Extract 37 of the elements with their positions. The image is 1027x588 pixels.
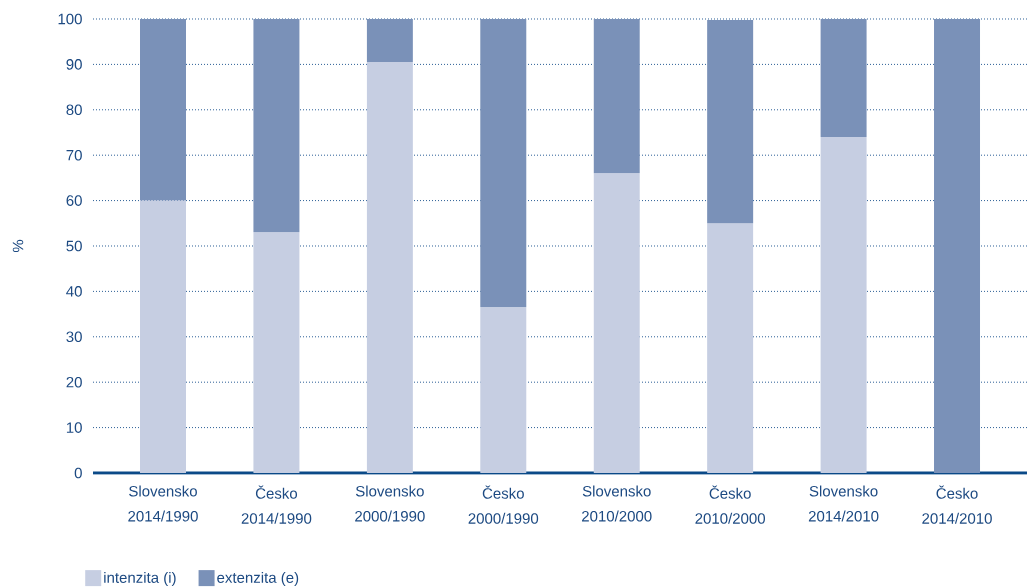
y-axis-title: % xyxy=(12,239,24,253)
y-tick-label: 100 xyxy=(58,13,82,25)
y-tick-label: 70 xyxy=(66,149,82,161)
bar xyxy=(593,18,640,174)
bar xyxy=(140,200,186,473)
x-tick-label: Slovensko 2000/1990 xyxy=(355,485,425,522)
bar xyxy=(820,137,867,473)
bar xyxy=(140,18,186,201)
y-tick-label: 80 xyxy=(66,104,82,116)
y-tick-label: 60 xyxy=(66,195,82,206)
x-tick-label: Česko 2014/2010 xyxy=(922,485,992,524)
bar xyxy=(707,19,754,224)
legend-label: extenzita (e) xyxy=(217,571,299,586)
x-tick-label: Česko 2000/1990 xyxy=(468,485,539,524)
bar xyxy=(253,232,300,473)
y-tick-label: 10 xyxy=(66,422,82,433)
x-tick-label: Slovensko 2014/1990 xyxy=(128,485,198,522)
bar xyxy=(480,307,527,473)
y-tick-label: 20 xyxy=(66,376,82,388)
bar xyxy=(480,18,527,308)
y-tick-label: 90 xyxy=(66,59,82,70)
bar xyxy=(366,62,413,473)
bar xyxy=(820,18,867,138)
bar xyxy=(593,173,640,473)
y-tick-label: 0 xyxy=(74,467,82,479)
bar xyxy=(253,18,300,233)
legend-label: intenzita (i) xyxy=(104,571,176,586)
y-tick-label: 40 xyxy=(66,286,82,297)
x-tick-label: Česko 2010/2000 xyxy=(695,485,765,524)
y-tick-label: 30 xyxy=(66,331,82,343)
y-tick-label: 50 xyxy=(66,240,82,252)
x-tick-label: Slovensko 2014/2010 xyxy=(808,485,879,522)
bar xyxy=(934,18,981,473)
bar xyxy=(707,223,754,473)
x-tick-label: Česko 2014/1990 xyxy=(241,485,312,524)
bar xyxy=(366,18,413,63)
x-tick-label: Slovensko 2010/2000 xyxy=(582,485,652,522)
